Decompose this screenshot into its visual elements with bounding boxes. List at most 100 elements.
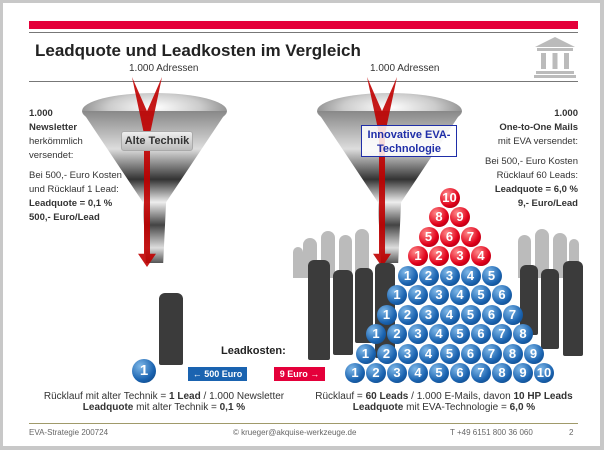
- crowd-silhouette: [569, 239, 579, 278]
- lead-ball: 3: [397, 343, 418, 364]
- text: 10 HP Leads: [513, 391, 573, 402]
- business-person: [308, 260, 330, 360]
- crowd-silhouette: [535, 229, 549, 278]
- text: 1 Lead: [169, 391, 201, 402]
- lead-ball: 7: [492, 324, 512, 344]
- leadkosten-label: Leadkosten:: [221, 345, 286, 357]
- lead-ball: 7: [471, 363, 491, 383]
- text: 6,0 %: [509, 402, 536, 413]
- divider: [29, 32, 578, 33]
- lead-ball: 3: [429, 285, 449, 305]
- summary-right: Rücklauf = 60 Leads / 1.000 E-Mails, dav…: [308, 391, 580, 413]
- lead-ball: 4: [471, 246, 491, 266]
- lead-ball: 4: [439, 304, 460, 325]
- cost-old-badge: ← 500 Euro: [188, 367, 247, 381]
- text: Bei 500,- Euro Kosten: [485, 156, 578, 167]
- text: Newsletter: [29, 122, 78, 133]
- lead-ball: 6: [492, 285, 512, 305]
- slide: Leadquote und Leadkosten im Vergleich 1.…: [3, 3, 600, 446]
- lead-ball: 1: [355, 343, 376, 364]
- lead-ball: 9: [450, 207, 470, 227]
- lead-ball: 8: [492, 363, 512, 383]
- accent-bar: [29, 21, 578, 29]
- lead-ball: 7: [481, 343, 502, 364]
- business-person: [520, 265, 538, 335]
- lead-ball: 3: [387, 363, 407, 383]
- footer-left: EVA-Strategie 200724: [29, 428, 109, 437]
- crowd-silhouette: [355, 229, 369, 278]
- business-person: [541, 269, 559, 349]
- text: herkömmlich: [29, 136, 83, 147]
- lead-ball: 1: [397, 265, 418, 286]
- text: Leadquote = 6,0 %: [494, 184, 578, 195]
- page-title: Leadquote und Leadkosten im Vergleich: [35, 41, 361, 60]
- lead-ball: 1: [345, 363, 365, 383]
- business-person: [355, 268, 373, 343]
- lead-ball: 1: [366, 324, 386, 344]
- footer-email[interactable]: © krueger@akquise-werkzeuge.de: [233, 428, 357, 437]
- lead-ball: 8: [429, 207, 449, 227]
- lead-ball: 2: [429, 246, 449, 266]
- lead-ball: 2: [397, 304, 418, 325]
- crowd-silhouette: [339, 235, 352, 278]
- lead-ball: 5: [460, 304, 481, 325]
- lead-ball: 9: [523, 343, 544, 364]
- text: Leadquote = 0,1 %: [29, 198, 113, 209]
- text: 500,- Euro/Lead: [29, 212, 100, 223]
- lead-ball: 8: [502, 343, 523, 364]
- lead-ball: 4: [450, 285, 470, 305]
- lead-ball: 5: [450, 324, 470, 344]
- lead-ball: 2: [418, 265, 439, 286]
- left-info: 1.000 Newsletter herkömmlich versendet: …: [29, 107, 122, 225]
- footer-page-number: 2: [569, 428, 574, 437]
- lead-ball: 10: [439, 187, 460, 208]
- lead-ball: 1: [132, 359, 156, 383]
- text: / 1.000 Newsletter: [200, 391, 285, 402]
- businessman-figure: [159, 293, 183, 365]
- text: mit alter Technik =: [133, 402, 220, 413]
- lead-ball: 8: [513, 324, 533, 344]
- lead-ball: 6: [439, 226, 460, 247]
- lead-ball: 3: [439, 265, 460, 286]
- summary-left: Rücklauf mit alter Technik = 1 Lead / 1.…: [29, 391, 299, 413]
- lead-ball: 3: [450, 246, 470, 266]
- text: 0,1 %: [219, 402, 246, 413]
- lead-ball: 3: [418, 304, 439, 325]
- text: Rücklauf 60 Leads:: [496, 170, 578, 181]
- text: 1.000: [29, 108, 53, 119]
- divider: [29, 81, 578, 82]
- lead-ball: 5: [418, 226, 439, 247]
- lead-ball: 4: [418, 343, 439, 364]
- text: 1.000: [554, 108, 578, 119]
- business-person: [563, 261, 583, 356]
- text: und Rücklauf 1 Lead:: [29, 184, 119, 195]
- business-person: [333, 270, 353, 355]
- lead-ball: 2: [366, 363, 386, 383]
- text: 60 Leads: [365, 391, 409, 402]
- lead-ball: 4: [429, 324, 449, 344]
- lead-ball: 3: [408, 324, 428, 344]
- lead-ball: 6: [471, 324, 491, 344]
- lead-ball: 1: [408, 246, 428, 266]
- lead-ball: 6: [450, 363, 470, 383]
- lead-ball: 9: [513, 363, 533, 383]
- text: mit EVA-Technologie =: [403, 402, 510, 413]
- bank-building-icon: [534, 37, 576, 78]
- text: / 1.000 E-Mails, davon: [408, 391, 514, 402]
- lead-ball: 5: [439, 343, 460, 364]
- text: Leadquote: [82, 402, 134, 413]
- cost-new-badge: 9 Euro →: [274, 367, 325, 381]
- right-info: 1.000 One-to-One Mails mit EVA versendet…: [485, 107, 578, 211]
- lead-ball: 5: [481, 265, 502, 286]
- lead-ball: 6: [460, 343, 481, 364]
- lead-ball: 6: [481, 304, 502, 325]
- label-old-technique: Alte Technik: [121, 131, 193, 151]
- lead-ball: 2: [387, 324, 407, 344]
- label-eva-technology: Innovative EVA-Technologie: [361, 125, 457, 157]
- lead-ball: 10: [534, 363, 554, 383]
- text: One-to-One Mails: [499, 122, 578, 133]
- lead-ball: 1: [387, 285, 407, 305]
- footer-divider: [29, 423, 578, 424]
- text: Bei 500,- Euro Kosten: [29, 170, 122, 181]
- lead-ball: 7: [502, 304, 523, 325]
